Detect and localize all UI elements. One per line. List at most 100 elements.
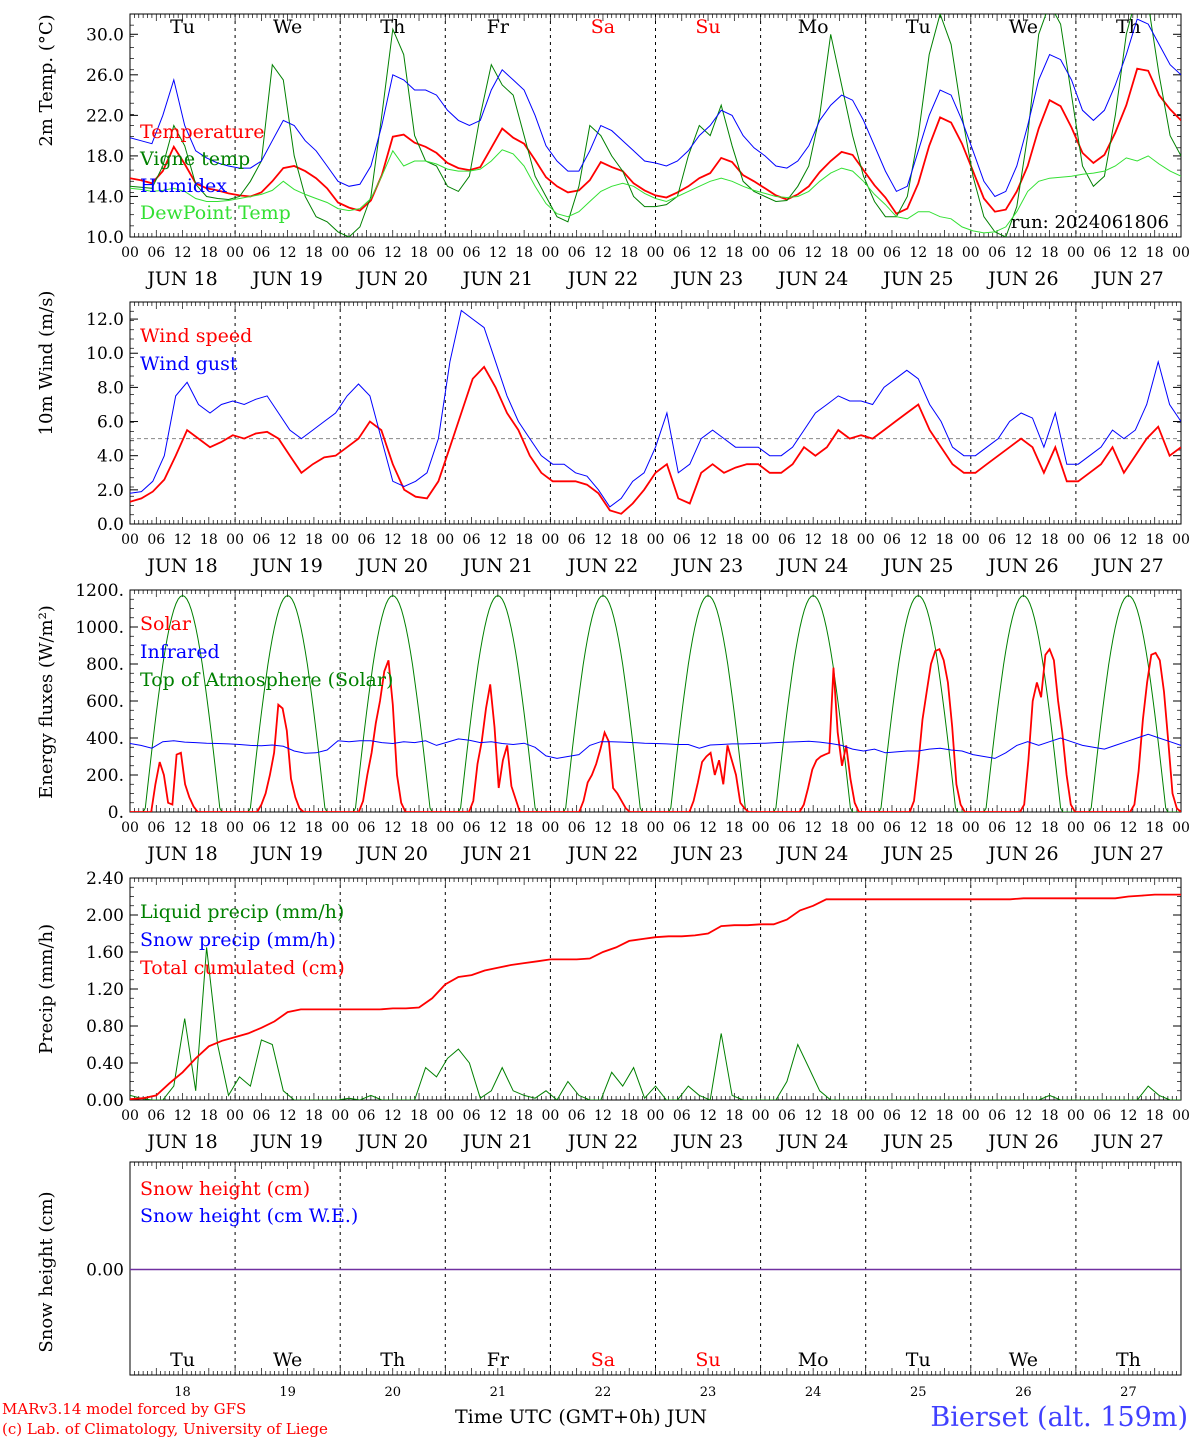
hour-tick-label: 00 bbox=[647, 1108, 665, 1124]
date-label: JUN 21 bbox=[461, 268, 533, 290]
hour-tick-label: 12 bbox=[909, 1108, 927, 1124]
hour-tick-label: 18 bbox=[725, 532, 743, 548]
plot-frame bbox=[129, 301, 1182, 525]
series-line-total-cumulated-cm- bbox=[130, 893, 1181, 1100]
hour-tick-label: 06 bbox=[463, 1108, 481, 1124]
hour-tick-label: 06 bbox=[147, 1108, 165, 1124]
date-label: JUN 20 bbox=[356, 555, 428, 577]
hour-tick-label: 12 bbox=[804, 1108, 822, 1124]
hour-tick-label: 00 bbox=[541, 532, 559, 548]
hour-tick-label: 18 bbox=[515, 820, 533, 836]
hour-tick-label: 00 bbox=[962, 820, 980, 836]
legend-entry: Wind speed bbox=[140, 325, 252, 347]
hour-tick-label: 06 bbox=[252, 245, 270, 261]
hour-tick-label: 18 bbox=[515, 532, 533, 548]
hour-tick-label: 12 bbox=[489, 820, 507, 836]
hour-tick-label: 06 bbox=[358, 532, 376, 548]
hour-tick-label: 00 bbox=[331, 245, 349, 261]
weekday-label: Su bbox=[695, 16, 720, 38]
y-tick-label: 1200. bbox=[75, 581, 124, 601]
weekday-label: Th bbox=[380, 16, 405, 38]
y-tick-label: 2.00 bbox=[86, 906, 124, 926]
hour-tick-label: 06 bbox=[147, 820, 165, 836]
hour-tick-label: 12 bbox=[1014, 245, 1032, 261]
hour-tick-label: 12 bbox=[384, 532, 402, 548]
hour-tick-label: 12 bbox=[174, 1108, 192, 1124]
day-number-label: 26 bbox=[1015, 1385, 1032, 1400]
legend-entry: Liquid precip (mm/h) bbox=[140, 901, 344, 923]
hour-tick-label: 00 bbox=[1067, 245, 1085, 261]
hour-tick-label: 00 bbox=[857, 532, 875, 548]
weekday-label: We bbox=[1009, 1349, 1038, 1371]
hour-tick-label: 06 bbox=[147, 245, 165, 261]
hour-tick-label: 06 bbox=[883, 245, 901, 261]
date-label: JUN 20 bbox=[356, 843, 428, 865]
hour-tick-label: 18 bbox=[831, 820, 849, 836]
x-axis-title-text: Time UTC (GMT+0h) bbox=[455, 1406, 661, 1428]
y-tick-label: 0.00 bbox=[86, 1091, 124, 1111]
y-tick-label: 1000. bbox=[75, 618, 124, 638]
legend-entry: Solar bbox=[140, 613, 192, 635]
hour-tick-label: 06 bbox=[883, 820, 901, 836]
date-label: JUN 19 bbox=[250, 555, 322, 577]
panel-1: 10.0 14.0 18.0 22.0 26.0 30.0 2m Temp. (°C) 00 0… bbox=[36, 13, 1190, 290]
hour-tick-label: 12 bbox=[1014, 532, 1032, 548]
date-label: JUN 25 bbox=[881, 843, 953, 865]
hour-tick-label: 06 bbox=[463, 245, 481, 261]
legend-entry: Wind gust bbox=[140, 353, 238, 375]
hour-tick-label: 18 bbox=[936, 532, 954, 548]
y-tick-label: 2.40 bbox=[86, 869, 124, 889]
date-label: JUN 20 bbox=[356, 1131, 428, 1153]
date-label: JUN 18 bbox=[145, 843, 217, 865]
hour-tick-label: 18 bbox=[1041, 820, 1059, 836]
hour-tick-label: 18 bbox=[831, 532, 849, 548]
day-number-label: 25 bbox=[910, 1385, 927, 1400]
series-group bbox=[130, 893, 1181, 1100]
hour-tick-label: 18 bbox=[305, 1108, 323, 1124]
hour-tick-label: 06 bbox=[778, 245, 796, 261]
hour-tick-label: 18 bbox=[831, 245, 849, 261]
weekday-label: We bbox=[273, 16, 302, 38]
y-tick-label: 4.0 bbox=[97, 447, 124, 467]
hour-tick-label: 00 bbox=[541, 1108, 559, 1124]
date-label: JUN 25 bbox=[881, 1131, 953, 1153]
x-axis-month: JUN bbox=[666, 1406, 708, 1428]
hour-tick-label: 06 bbox=[883, 532, 901, 548]
weekday-label: Th bbox=[1116, 1349, 1141, 1371]
hour-tick-label: 18 bbox=[936, 245, 954, 261]
y-axis-label: 10m Wind (m/s) bbox=[36, 291, 57, 436]
hour-tick-label: 00 bbox=[226, 1108, 244, 1124]
legend-entry: Infrared bbox=[140, 641, 220, 663]
hour-tick-label: 18 bbox=[936, 1108, 954, 1124]
hour-tick-label: 06 bbox=[252, 532, 270, 548]
hour-tick-label: 18 bbox=[620, 245, 638, 261]
day-number-label: 22 bbox=[595, 1385, 612, 1400]
date-label: JUN 19 bbox=[250, 843, 322, 865]
hour-tick-label: 06 bbox=[883, 1108, 901, 1124]
date-label: JUN 25 bbox=[881, 555, 953, 577]
weekday-label: Su bbox=[695, 1349, 720, 1371]
hour-tick-label: 06 bbox=[568, 820, 586, 836]
hour-tick-label: 06 bbox=[778, 532, 796, 548]
credit-line-1: MARv3.14 model forced by GFS bbox=[2, 1400, 247, 1418]
y-tick-label: 600. bbox=[86, 692, 124, 712]
weekday-label: We bbox=[1009, 16, 1038, 38]
hour-tick-label: 06 bbox=[673, 532, 691, 548]
hour-tick-label: 18 bbox=[200, 245, 218, 261]
y-tick-label: 22.0 bbox=[86, 106, 124, 126]
day-number-label: 21 bbox=[490, 1385, 507, 1400]
y-tick-label: 0.00 bbox=[86, 1261, 124, 1281]
weekday-label: Sa bbox=[591, 16, 615, 38]
hour-tick-label: 12 bbox=[594, 1108, 612, 1124]
y-axis-label: Precip (mm/h) bbox=[36, 924, 57, 1054]
panel-2: 0.0 2.0 4.0 6.0 8.0 10.0 12.0 10m Wind (m/s) 00 0… bbox=[36, 291, 1190, 577]
hour-tick-label: 00 bbox=[1172, 532, 1190, 548]
hour-tick-label: 18 bbox=[725, 245, 743, 261]
date-label: JUN 27 bbox=[1091, 268, 1163, 290]
hour-tick-label: 00 bbox=[752, 245, 770, 261]
hour-tick-label: 00 bbox=[1067, 1108, 1085, 1124]
date-label: JUN 23 bbox=[671, 268, 743, 290]
hour-tick-label: 00 bbox=[752, 1108, 770, 1124]
hour-tick-label: 18 bbox=[200, 820, 218, 836]
hour-tick-label: 00 bbox=[857, 820, 875, 836]
